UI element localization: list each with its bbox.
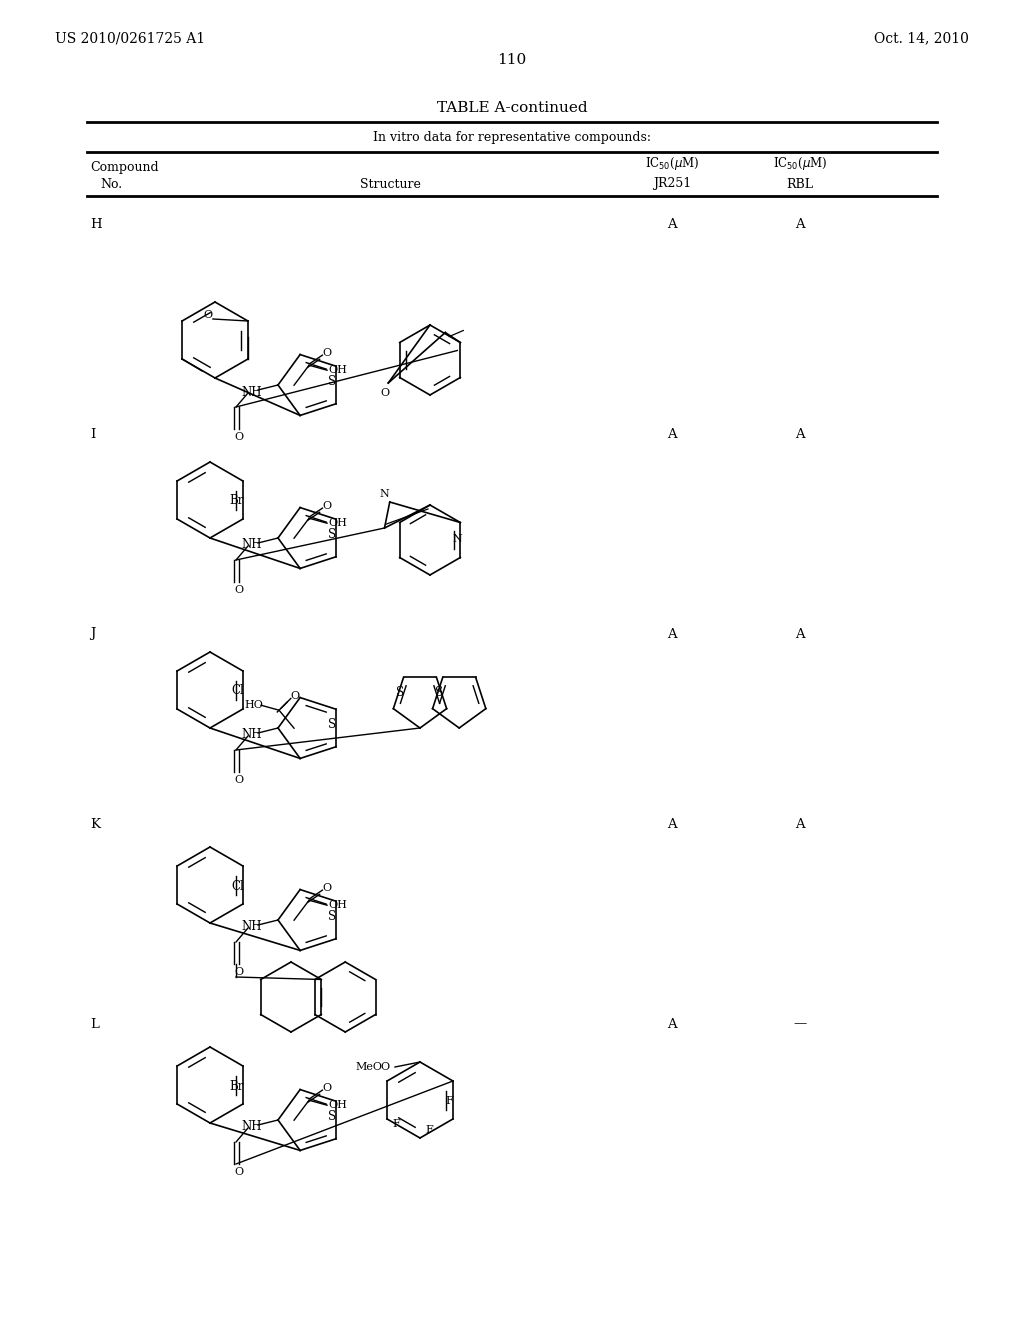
Text: I: I — [90, 428, 95, 441]
Text: Br: Br — [229, 1080, 244, 1093]
Text: S: S — [395, 686, 403, 698]
Text: O: O — [290, 692, 299, 701]
Text: NH: NH — [241, 1121, 261, 1134]
Text: A: A — [668, 218, 677, 231]
Text: O: O — [380, 1063, 389, 1072]
Text: O: O — [323, 348, 331, 358]
Text: Cl: Cl — [230, 685, 244, 697]
Text: Oct. 14, 2010: Oct. 14, 2010 — [874, 30, 969, 45]
Text: A: A — [796, 817, 805, 830]
Text: O: O — [203, 310, 212, 319]
Text: NH: NH — [241, 385, 261, 399]
Text: A: A — [796, 218, 805, 231]
Text: NH: NH — [241, 539, 261, 552]
Text: A: A — [796, 428, 805, 441]
Text: O: O — [323, 502, 331, 511]
Text: F: F — [425, 1125, 433, 1135]
Text: L: L — [90, 1018, 99, 1031]
Text: A: A — [668, 627, 677, 640]
Text: In vitro data for representative compounds:: In vitro data for representative compoun… — [373, 131, 651, 144]
Text: IC$_{50}$($\mu$M): IC$_{50}$($\mu$M) — [645, 156, 699, 173]
Text: OH: OH — [328, 519, 347, 528]
Text: JR251: JR251 — [653, 177, 691, 190]
Text: 110: 110 — [498, 53, 526, 67]
Text: K: K — [90, 817, 100, 830]
Text: No.: No. — [100, 177, 122, 190]
Text: OH: OH — [328, 366, 347, 375]
Text: O: O — [234, 968, 243, 977]
Text: TABLE A-continued: TABLE A-continued — [436, 102, 588, 115]
Text: S: S — [328, 1110, 336, 1123]
Text: RBL: RBL — [786, 177, 813, 190]
Text: —: — — [794, 1018, 807, 1031]
Text: O: O — [234, 432, 243, 442]
Text: N: N — [380, 488, 389, 499]
Text: O: O — [323, 1084, 331, 1093]
Text: O: O — [380, 388, 389, 399]
Text: S: S — [435, 686, 442, 698]
Text: O: O — [234, 1167, 243, 1177]
Text: O: O — [234, 585, 243, 595]
Text: Structure: Structure — [359, 177, 421, 190]
Text: IC$_{50}$($\mu$M): IC$_{50}$($\mu$M) — [773, 156, 827, 173]
Text: F: F — [444, 1096, 453, 1106]
Text: O: O — [234, 775, 243, 785]
Text: N: N — [453, 535, 462, 544]
Text: S: S — [328, 375, 336, 388]
Text: OH: OH — [328, 900, 347, 911]
Text: HO: HO — [244, 700, 263, 710]
Text: A: A — [796, 627, 805, 640]
Text: Br: Br — [229, 495, 244, 507]
Text: S: S — [328, 909, 336, 923]
Text: NH: NH — [241, 729, 261, 742]
Text: H: H — [90, 218, 101, 231]
Text: O: O — [323, 883, 331, 894]
Text: MeO: MeO — [355, 1063, 382, 1072]
Text: A: A — [668, 428, 677, 441]
Text: NH: NH — [241, 920, 261, 933]
Text: S: S — [328, 718, 336, 731]
Text: J: J — [90, 627, 95, 640]
Text: Cl: Cl — [230, 879, 244, 892]
Text: OH: OH — [328, 1100, 347, 1110]
Text: Compound: Compound — [90, 161, 159, 174]
Text: S: S — [328, 528, 336, 541]
Text: F: F — [392, 1119, 399, 1129]
Text: A: A — [668, 817, 677, 830]
Text: A: A — [668, 1018, 677, 1031]
Text: US 2010/0261725 A1: US 2010/0261725 A1 — [55, 30, 205, 45]
